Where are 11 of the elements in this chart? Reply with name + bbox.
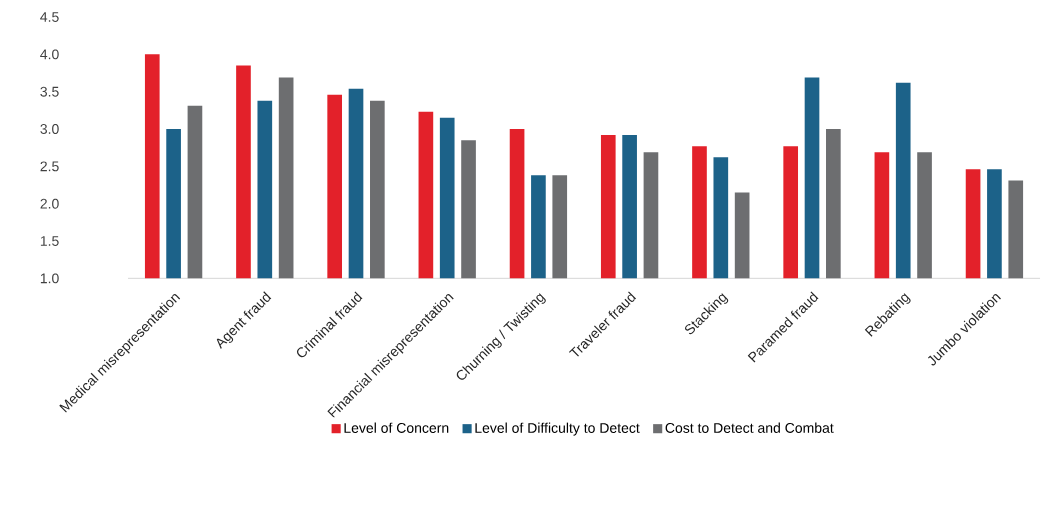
y-tick-label: 1.5	[40, 236, 59, 246]
y-tick-label: 3.5	[40, 86, 59, 97]
y-tick-label: 4.5	[40, 12, 59, 22]
legend-label: Cost to Detect and Combat	[665, 422, 834, 433]
y-tick-label: 2.0	[40, 198, 59, 209]
y-tick-label: 3.0	[40, 124, 59, 134]
y-tick-label: 1.0	[40, 273, 59, 284]
y-tick-label: 4.0	[40, 49, 59, 60]
y-tick-label: 2.5	[40, 161, 59, 172]
legend-label: Level of Concern	[344, 422, 449, 433]
legend-label: Level of Difficulty to Detect	[475, 422, 640, 436]
